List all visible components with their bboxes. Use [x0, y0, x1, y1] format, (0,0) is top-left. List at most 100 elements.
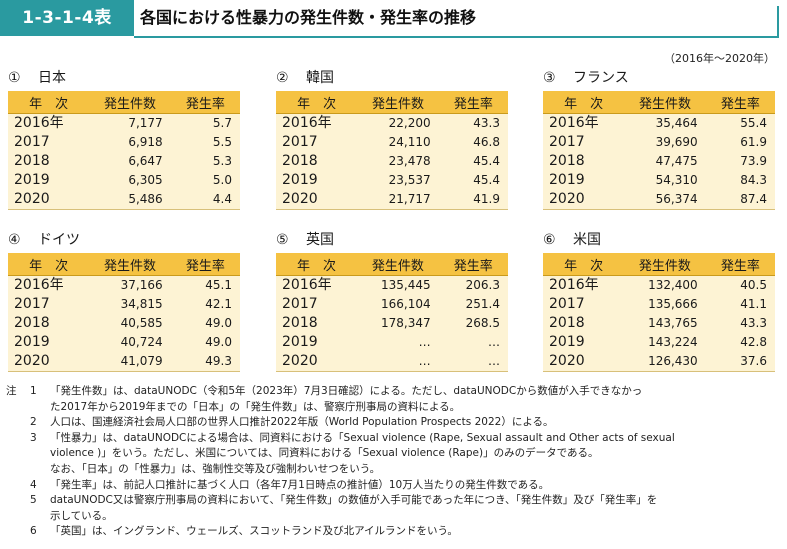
- country-title: ③ フランス: [543, 68, 775, 88]
- header-rule-right: [777, 6, 779, 36]
- table-row: 2016年 132,400 40.5: [543, 275, 775, 295]
- table-row: 2016年 37,166 45.1: [8, 275, 240, 295]
- year-cell: 2018: [8, 314, 90, 333]
- count-cell: 23,537: [357, 171, 439, 190]
- count-cell: 143,224: [624, 333, 706, 352]
- year-cell: 2020: [543, 352, 625, 372]
- table-row: 2019 54,310 84.3: [543, 171, 775, 190]
- note-index: 2: [30, 416, 37, 429]
- table-row: 2019……: [276, 333, 508, 352]
- table-row: 2018 23,478 45.4: [276, 152, 508, 171]
- year-cell: 2018: [276, 314, 358, 333]
- table-row: 2020……: [276, 352, 508, 372]
- col-header-year: 年 次: [8, 91, 90, 114]
- rate-cell: 4.4: [170, 190, 240, 210]
- count-cell: …: [357, 333, 439, 352]
- country-name: 米国: [573, 232, 601, 248]
- count-cell: 6,305: [89, 171, 171, 190]
- note-item: 6 「英国」は、イングランド、ウェールズ、スコットランド及び北アイルランドをいう。: [6, 524, 781, 540]
- rate-cell: 5.3: [170, 152, 240, 171]
- col-header-rate: 発生率: [170, 253, 240, 276]
- note-item: 2 人口は、国連経済社会局人口部の世界人口推計2022年版（World Popul…: [6, 415, 781, 431]
- col-header-year: 年 次: [276, 91, 358, 114]
- year-cell: 2017: [543, 133, 625, 152]
- rate-cell: 45.4: [438, 171, 508, 190]
- rate-cell: 49.0: [170, 333, 240, 352]
- country-block: ① 日本年 次発生件数 発生率 2016年 7,177 5.7 2017 6,918 5.5 20…: [8, 68, 240, 210]
- year-cell: 2020: [8, 352, 90, 372]
- year-cell: 2020: [276, 190, 358, 210]
- table-row: 2019 6,305 5.0: [8, 171, 240, 190]
- country-block: ⑥ 米国年 次発生件数 発生率 2016年 132,400 40.5 2017 135,666…: [543, 230, 775, 372]
- rate-cell: 41.9: [438, 190, 508, 210]
- rate-cell: 5.0: [170, 171, 240, 190]
- country-table: 年 次発生件数 発生率 2016年 37,166 45.1 2017 34,815 42.1 2…: [8, 253, 240, 372]
- country-number: ④: [8, 232, 21, 248]
- table-row: 2020 126,430 37.6: [543, 352, 775, 372]
- count-cell: 178,347: [357, 314, 439, 333]
- country-title: ⑤ 英国: [276, 230, 508, 250]
- country-table: 年 次発生件数 発生率 2016年 135,445 206.3 2017 166,104 25…: [276, 253, 508, 372]
- count-cell: 40,585: [89, 314, 171, 333]
- country-name: ドイツ: [38, 232, 80, 248]
- rate-cell: 55.4: [705, 113, 775, 133]
- year-cell: 2019: [8, 171, 90, 190]
- year-cell: 2018: [543, 314, 625, 333]
- year-cell: 2019: [543, 171, 625, 190]
- note-text: 人口は、国連経済社会局人口部の世界人口推計2022年版（World Popula…: [50, 416, 554, 429]
- table-row: 2017 135,666 41.1: [543, 295, 775, 314]
- col-header-year: 年 次: [8, 253, 90, 276]
- note-index: 3: [30, 431, 37, 444]
- note-text-continued: violence )」をいう。ただし、米国については、同資料における「Sexua…: [50, 447, 599, 460]
- count-cell: 21,717: [357, 190, 439, 210]
- rate-cell: 40.5: [705, 275, 775, 295]
- count-cell: 41,079: [89, 352, 171, 372]
- count-cell: …: [357, 352, 439, 372]
- note-item: 5 dataUNODC又は警察庁刑事局の資料において、「発生件数」の数値が入手可能…: [6, 493, 781, 509]
- note-index: 6: [30, 525, 37, 538]
- count-cell: 5,486: [89, 190, 171, 210]
- table-row: 2018 47,475 73.9: [543, 152, 775, 171]
- rate-cell: …: [438, 333, 508, 352]
- note-text: 「発生率」は、前記人口推計に基づく人口（各年7月1日時点の推計値）10万人当たり…: [50, 478, 550, 491]
- count-cell: 135,666: [624, 295, 706, 314]
- table-row: 2016年 135,445 206.3: [276, 275, 508, 295]
- country-number: ①: [8, 70, 21, 86]
- rate-cell: 37.6: [705, 352, 775, 372]
- rate-cell: 49.3: [170, 352, 240, 372]
- count-cell: 22,200: [357, 113, 439, 133]
- table-row: 2016年 35,464 55.4: [543, 113, 775, 133]
- country-title: ① 日本: [8, 68, 240, 88]
- period-label: （2016年～2020年）: [664, 52, 775, 65]
- count-cell: 132,400: [624, 275, 706, 295]
- col-header-year: 年 次: [276, 253, 358, 276]
- year-cell: 2016年: [8, 113, 90, 133]
- country-name: フランス: [573, 70, 629, 86]
- count-cell: 37,166: [89, 275, 171, 295]
- col-header-year: 年 次: [543, 253, 625, 276]
- year-cell: 2020: [543, 190, 625, 210]
- table-row: 2018 178,347 268.5: [276, 314, 508, 333]
- note-text-continued: なお、「日本」の「性暴力」は、強制性交等及び強制わいせつをいう。: [50, 462, 381, 475]
- count-cell: 24,110: [357, 133, 439, 152]
- note-index: 5: [30, 494, 37, 507]
- rate-cell: 45.1: [170, 275, 240, 295]
- year-cell: 2016年: [543, 275, 625, 295]
- table-row: 2017 39,690 61.9: [543, 133, 775, 152]
- country-table: 年 次発生件数 発生率 2016年 22,200 43.3 2017 24,110 46.8 2…: [276, 91, 508, 210]
- col-header-year: 年 次: [543, 91, 625, 114]
- rate-cell: 43.3: [438, 113, 508, 133]
- country-number: ⑥: [543, 232, 556, 248]
- count-cell: 54,310: [624, 171, 706, 190]
- country-title: ⑥ 米国: [543, 230, 775, 250]
- table-row: 2019 40,724 49.0: [8, 333, 240, 352]
- table-header-row: 年 次発生件数 発生率: [276, 253, 508, 276]
- rate-cell: 5.5: [170, 133, 240, 152]
- table-row: 2017 34,815 42.1: [8, 295, 240, 314]
- note-text: dataUNODC又は警察庁刑事局の資料において、「発生件数」の数値が入手可能で…: [50, 494, 658, 507]
- year-cell: 2020: [8, 190, 90, 210]
- count-cell: 135,445: [357, 275, 439, 295]
- table-row: 2018 6,647 5.3: [8, 152, 240, 171]
- table-row: 2020 21,717 41.9: [276, 190, 508, 210]
- year-cell: 2019: [543, 333, 625, 352]
